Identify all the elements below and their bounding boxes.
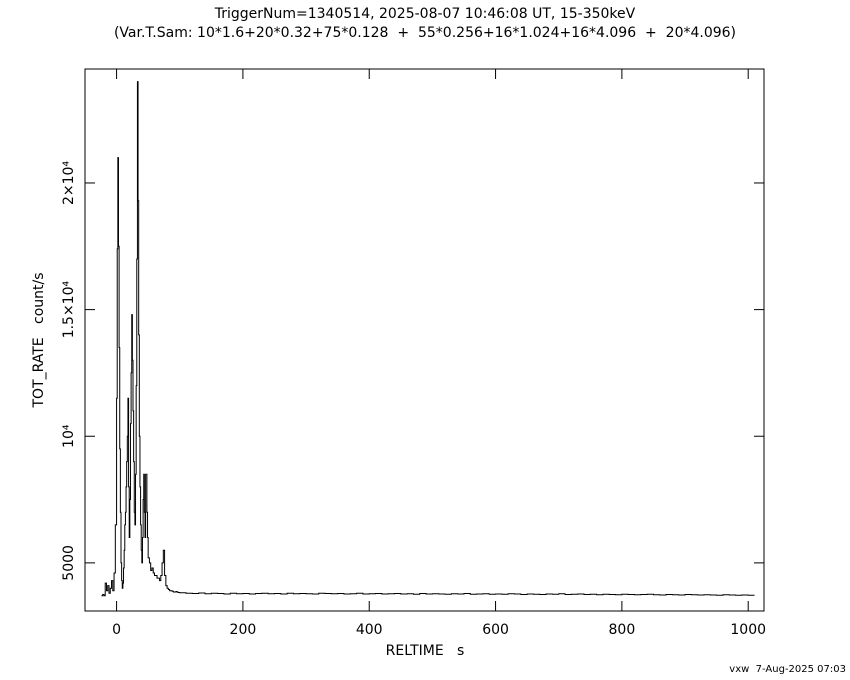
y-tick-label: 1.5×10⁴: [61, 281, 77, 339]
chart-subtitle: (Var.T.Sam: 10*1.6+20*0.32+75*0.128 + 55…: [114, 25, 736, 41]
y-axis-label: TOT_RATE count/s: [31, 272, 47, 408]
y-tick-label: 5000: [61, 545, 77, 581]
y-tick-label: 2×10⁴: [61, 161, 77, 205]
x-axis-label: RELTIME s: [386, 643, 465, 659]
light-curve: [101, 81, 755, 597]
x-tick-label: 800: [609, 622, 636, 638]
chart-title: TriggerNum=1340514, 2025-08-07 10:46:08 …: [214, 6, 636, 22]
plot-frame: [84, 68, 765, 612]
x-tick-label: 0: [112, 622, 121, 638]
x-tick-label: 200: [230, 622, 257, 638]
x-tick-label: 400: [356, 622, 383, 638]
x-tick-label: 1000: [730, 622, 766, 638]
footer: vxw 7-Aug-2025 07:03: [729, 664, 846, 675]
x-tick-label: 600: [482, 622, 509, 638]
y-tick-label: 10⁴: [61, 424, 77, 448]
